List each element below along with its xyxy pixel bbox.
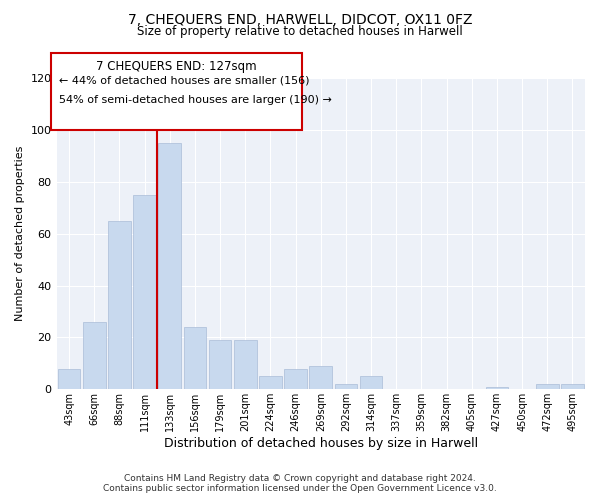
Text: ← 44% of detached houses are smaller (156): ← 44% of detached houses are smaller (15… (59, 75, 310, 85)
Bar (184, 327, 206, 390)
Bar (158, 143, 181, 390)
X-axis label: Distribution of detached houses by size in Harwell: Distribution of detached houses by size … (164, 437, 478, 450)
Bar (259, 376, 282, 390)
Text: 54% of semi-detached houses are larger (190) →: 54% of semi-detached houses are larger (… (59, 96, 332, 106)
Bar (58, 368, 80, 390)
Text: Contains public sector information licensed under the Open Government Licence v3: Contains public sector information licen… (103, 484, 497, 493)
Y-axis label: Number of detached properties: Number of detached properties (15, 146, 25, 322)
Text: 7, CHEQUERS END, HARWELL, DIDCOT, OX11 0FZ: 7, CHEQUERS END, HARWELL, DIDCOT, OX11 0… (128, 12, 472, 26)
Bar (310, 366, 332, 390)
Bar (360, 376, 382, 390)
FancyBboxPatch shape (51, 54, 302, 130)
Bar (83, 322, 106, 390)
Bar (561, 384, 584, 390)
Bar (133, 195, 156, 390)
Bar (536, 384, 559, 390)
Bar (284, 368, 307, 390)
Text: Contains HM Land Registry data © Crown copyright and database right 2024.: Contains HM Land Registry data © Crown c… (124, 474, 476, 483)
Text: Size of property relative to detached houses in Harwell: Size of property relative to detached ho… (137, 25, 463, 38)
Bar (335, 384, 357, 390)
Bar (108, 221, 131, 390)
Text: 7 CHEQUERS END: 127sqm: 7 CHEQUERS END: 127sqm (97, 60, 257, 72)
Bar (209, 340, 232, 390)
Bar (234, 340, 257, 390)
Bar (485, 386, 508, 390)
